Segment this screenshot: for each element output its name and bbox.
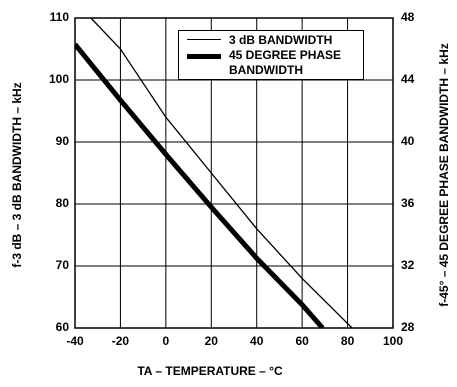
legend-label: 45 DEGREE PHASE BANDWIDTH <box>229 48 342 77</box>
x-tick-label: -20 <box>112 334 130 348</box>
x-tick-label: -40 <box>66 334 84 348</box>
y-tick-label: 80 <box>56 196 70 210</box>
y2-tick-label: 44 <box>401 72 415 86</box>
legend-swatch <box>187 54 221 59</box>
y2-axis-label: f-45° – 45 DEGREE PHASE BANDWIDTH – kHz <box>437 43 451 307</box>
legend-swatch <box>187 39 221 41</box>
y-tick-label: 100 <box>49 72 69 86</box>
x-axis-label: TA – TEMPERATURE – °C <box>137 364 283 378</box>
series-line <box>90 18 353 328</box>
y-tick-label: 70 <box>56 258 70 272</box>
x-tick-label: 80 <box>341 334 355 348</box>
legend-entry: 45 DEGREE PHASE BANDWIDTH <box>187 48 349 78</box>
y2-tick-label: 40 <box>401 134 415 148</box>
y2-tick-label: 28 <box>401 320 415 334</box>
x-tick-label: 60 <box>295 334 309 348</box>
legend-entry: 3 dB BANDWIDTH <box>187 33 349 48</box>
y2-tick-label: 48 <box>401 10 415 24</box>
plot-frame <box>74 17 394 329</box>
series-line <box>75 42 325 328</box>
y-tick-label: 60 <box>56 320 70 334</box>
x-tick-label: 0 <box>163 334 170 348</box>
x-tick-label: 40 <box>250 334 264 348</box>
x-tick-label: 100 <box>383 334 403 348</box>
legend: 3 dB BANDWIDTH 45 DEGREE PHASE BANDWIDTH <box>178 30 364 80</box>
legend-label: 3 dB BANDWIDTH <box>229 33 333 47</box>
y-tick-label: 90 <box>56 134 70 148</box>
y-axis-label: f-3 dB – 3 dB BANDWIDTH – kHz <box>10 82 24 267</box>
y2-tick-label: 32 <box>401 258 415 272</box>
x-tick-label: 20 <box>205 334 219 348</box>
y2-tick-label: 36 <box>401 196 415 210</box>
y-tick-label: 110 <box>50 10 70 24</box>
